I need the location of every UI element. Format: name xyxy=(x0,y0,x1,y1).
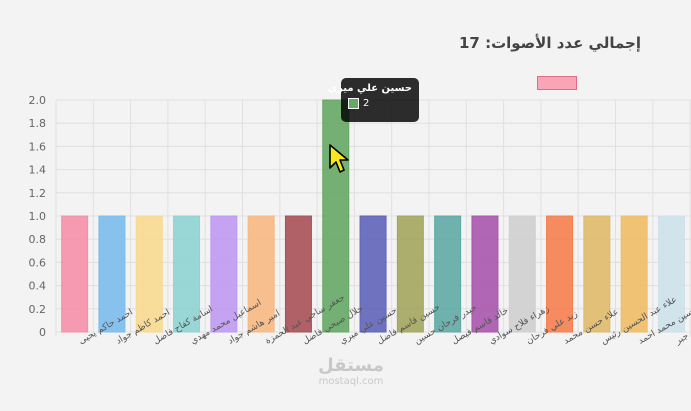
watermark: مستقل mostaql.com xyxy=(296,355,406,387)
y-tick-label: 1.4 xyxy=(29,164,47,177)
bar[interactable] xyxy=(657,215,685,333)
y-tick-label: 1.2 xyxy=(29,187,47,200)
tooltip-value: 2 xyxy=(363,98,370,109)
bar[interactable] xyxy=(135,215,163,333)
mouse-cursor-icon xyxy=(329,144,349,173)
y-tick-label: 0.6 xyxy=(29,256,47,269)
bar[interactable] xyxy=(434,215,462,333)
y-tick-label: 0.2 xyxy=(29,303,47,316)
bar[interactable] xyxy=(359,215,387,333)
y-tick-label: 2.0 xyxy=(29,94,47,107)
y-tick-label: 1.6 xyxy=(29,140,47,153)
bar[interactable] xyxy=(396,215,424,333)
bars xyxy=(61,99,685,333)
bar[interactable] xyxy=(210,215,238,333)
y-tick-label: 0 xyxy=(39,326,46,339)
bar-tooltip: حسين علي ميري 2 xyxy=(327,78,419,122)
bar[interactable] xyxy=(620,215,648,333)
chart-title: إجمالي عدد الأصوات: 17 xyxy=(458,34,641,52)
y-tick-label: 0.4 xyxy=(29,280,47,293)
bar[interactable] xyxy=(583,215,611,333)
watermark-url: mostaql.com xyxy=(318,376,384,387)
tooltip-title: حسين علي ميري xyxy=(327,83,412,94)
bar[interactable] xyxy=(284,215,312,333)
bar[interactable] xyxy=(173,215,201,333)
legend-swatch[interactable] xyxy=(537,76,577,90)
bar[interactable] xyxy=(471,215,499,333)
tooltip-swatch xyxy=(348,98,359,109)
bar[interactable] xyxy=(546,215,574,333)
y-tick-label: 1.0 xyxy=(29,210,47,223)
y-tick-label: 1.8 xyxy=(29,117,47,130)
watermark-logo-text: مستقل xyxy=(318,355,384,376)
bar[interactable] xyxy=(247,215,275,333)
y-axis: 0 0.2 0.4 0.6 0.8 1.0 1.2 1.4 1.6 1.8 2.0 xyxy=(29,94,47,339)
tooltip-row: 2 xyxy=(348,98,412,109)
bar[interactable] xyxy=(322,99,350,333)
bar[interactable] xyxy=(508,215,536,333)
bar[interactable] xyxy=(61,215,89,333)
bar[interactable] xyxy=(98,215,126,333)
y-tick-label: 0.8 xyxy=(29,233,47,246)
